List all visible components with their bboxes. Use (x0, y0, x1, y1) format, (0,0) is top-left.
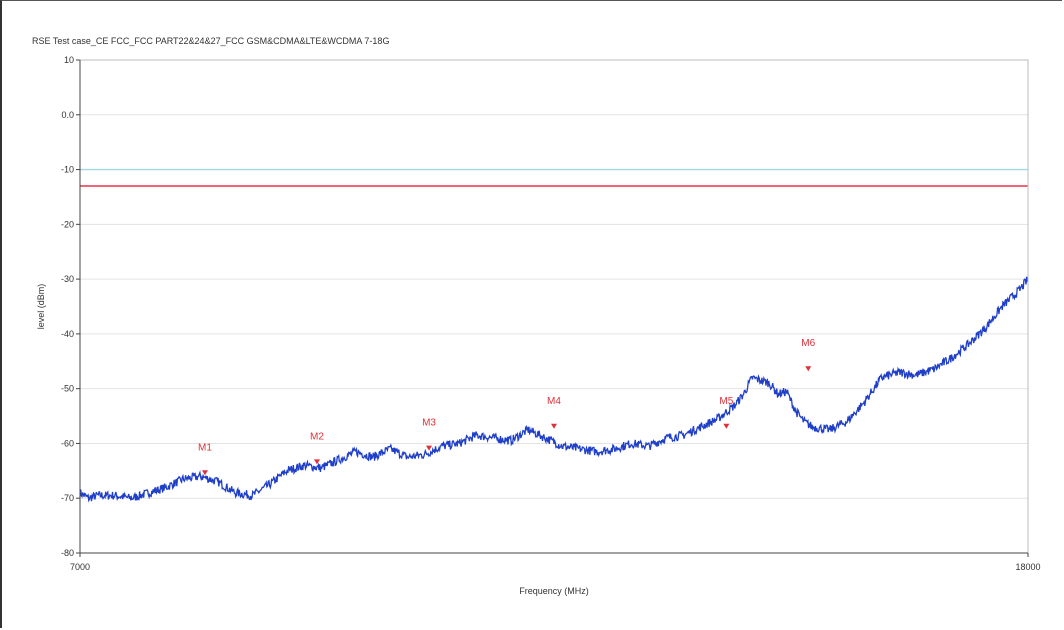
limit-lines (80, 168, 1028, 187)
marker-label: M3 (422, 418, 436, 429)
marker-point (426, 445, 433, 451)
y-tick-label: -60 (61, 438, 74, 448)
y-tick-label: -80 (61, 548, 74, 558)
y-tick-label: -40 (61, 329, 74, 339)
marker-point (201, 470, 208, 476)
y-tick-label: -70 (61, 493, 74, 503)
marker-group: M1 M2 M3 M4 M5 M6 (198, 338, 816, 476)
x-tick-label: 7000 (70, 562, 90, 572)
marker-point (805, 366, 812, 372)
y-tick-label: -10 (61, 165, 74, 175)
grid-lines (80, 59, 1028, 554)
y-tick-label: -20 (61, 219, 74, 229)
marker-point (314, 459, 320, 465)
y-tick-label: 10 (64, 55, 74, 65)
marker-point (723, 423, 730, 429)
marker-label: M5 (719, 396, 733, 407)
marker-label: M4 (547, 396, 561, 407)
plot-border (79, 59, 1029, 554)
spectrum-trace (79, 276, 1029, 503)
marker-label: M6 (801, 338, 815, 349)
x-axis-label: Frequency (MHz) (519, 586, 589, 596)
axes-group: 10 0.0 -10 -20 -30 -40 -50 -60 -70 -80 7000 18000 (61, 55, 1041, 572)
marker-label: M2 (310, 431, 324, 442)
marker-point (551, 423, 557, 429)
marker-label: M1 (198, 442, 212, 453)
y-tick-label: -50 (61, 384, 74, 394)
y-tick-label: 0.0 (61, 110, 74, 120)
y-tick-label: -30 (61, 274, 74, 284)
series-group (79, 276, 1029, 503)
y-axis-label: level (dBm) (36, 284, 46, 330)
x-tick-label: 18000 (1015, 562, 1040, 572)
chart-title: RSE Test case_CE FCC_FCC PART22&24&27_FC… (32, 36, 390, 46)
